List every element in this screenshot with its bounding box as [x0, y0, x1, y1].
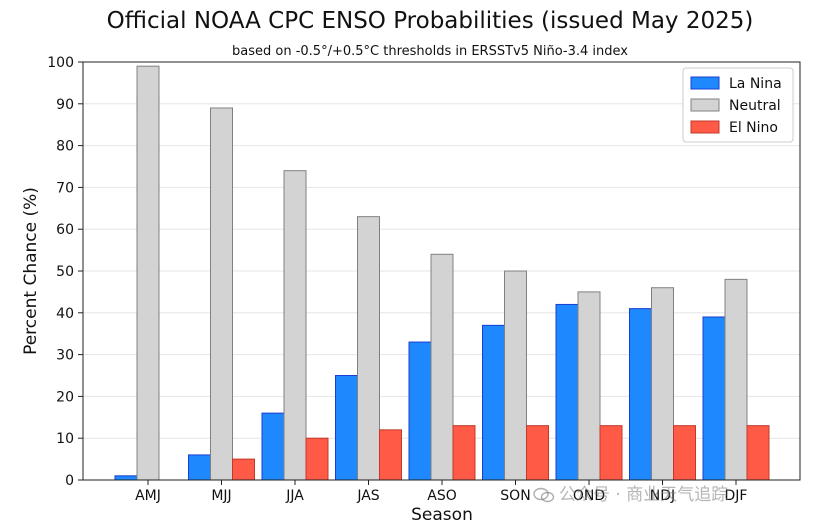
- bar-la-nina-ond: [555, 303, 579, 481]
- x-tick-label-amj: AMJ: [135, 488, 161, 504]
- bar-el-nino-jja: [305, 437, 329, 481]
- watermark: 公众号 · 商业天气追踪: [533, 480, 728, 505]
- bar-neutral-djf: [724, 278, 748, 481]
- y-tick-label-70: 70: [56, 180, 74, 196]
- x-tick-label-aso: ASO: [427, 488, 456, 504]
- y-tick-label-90: 90: [56, 97, 74, 113]
- bar-la-nina-ndj: [629, 308, 652, 481]
- bar-neutral-jja: [283, 170, 307, 481]
- bar-neutral-aso: [430, 253, 454, 481]
- bar-el-nino-ond: [599, 425, 623, 481]
- x-tick-label-jja: JJA: [285, 488, 304, 504]
- bar-neutral-mjj: [210, 107, 233, 481]
- y-tick-label-10: 10: [56, 431, 74, 447]
- bar-el-nino-son: [526, 425, 549, 481]
- x-tick-label-djf: DJF: [725, 488, 748, 504]
- x-tick-label-ond: OND: [573, 488, 605, 504]
- x-tick-label-mjj: MJJ: [211, 488, 231, 504]
- chart-title: Official NOAA CPC ENSO Probabilities (is…: [107, 8, 754, 34]
- bar-la-nina-amj: [114, 475, 138, 481]
- bar-neutral-son: [504, 270, 527, 481]
- bars: [114, 65, 770, 481]
- bar-neutral-jas: [357, 216, 380, 481]
- bar-la-nina-son: [482, 324, 505, 481]
- wechat-icon: [533, 487, 555, 503]
- legend-swatch-neutral: [690, 98, 720, 112]
- y-tick-label-20: 20: [56, 389, 74, 405]
- bar-la-nina-jja: [261, 412, 285, 481]
- y-tick-label-80: 80: [56, 139, 74, 155]
- legend-label-neutral: Neutral: [729, 98, 781, 114]
- bar-el-nino-jas: [379, 429, 402, 481]
- y-tick-label-40: 40: [56, 306, 74, 322]
- bar-la-nina-jas: [335, 375, 358, 481]
- watermark-text: 公众号 · 商业天气追踪: [559, 485, 729, 505]
- y-tick-label-0: 0: [65, 473, 74, 489]
- y-axis-ticks: 0 10 20 30 40 50 60 70 80 90 100: [47, 55, 83, 489]
- x-tick-label-ndj: NDJ: [650, 488, 675, 504]
- legend-label-el-nino: El Nino: [729, 120, 778, 136]
- bar-neutral-ndj: [651, 287, 674, 481]
- y-tick-label-60: 60: [56, 222, 74, 238]
- bar-la-nina-djf: [702, 316, 726, 481]
- legend: La Nina Neutral El Nino: [682, 67, 794, 143]
- legend-label-la-nina: La Nina: [729, 76, 782, 92]
- y-tick-label-100: 100: [47, 55, 74, 71]
- bar-el-nino-ndj: [673, 425, 696, 481]
- y-axis-label: Percent Chance (%): [21, 187, 41, 355]
- x-tick-label-jas: JAS: [356, 488, 379, 504]
- bar-neutral-ond: [577, 291, 601, 481]
- bar-el-nino-djf: [746, 425, 770, 481]
- bar-el-nino-mjj: [232, 458, 255, 481]
- x-axis-label: Season: [411, 505, 473, 525]
- legend-swatch-el-nino: [690, 120, 720, 134]
- y-tick-label-50: 50: [56, 264, 74, 280]
- bar-la-nina-mjj: [188, 454, 211, 481]
- x-axis-ticks: AMJ MJJ JJA JAS ASO SON OND NDJ DJF: [135, 480, 747, 504]
- bar-neutral-amj: [136, 65, 160, 481]
- y-tick-label-30: 30: [56, 348, 74, 364]
- x-tick-label-son: SON: [500, 488, 530, 504]
- legend-swatch-la-nina: [690, 76, 720, 90]
- bar-el-nino-aso: [452, 425, 476, 481]
- bar-la-nina-aso: [408, 341, 432, 481]
- chart-subtitle: based on -0.5°/+0.5°C thresholds in ERSS…: [232, 44, 628, 59]
